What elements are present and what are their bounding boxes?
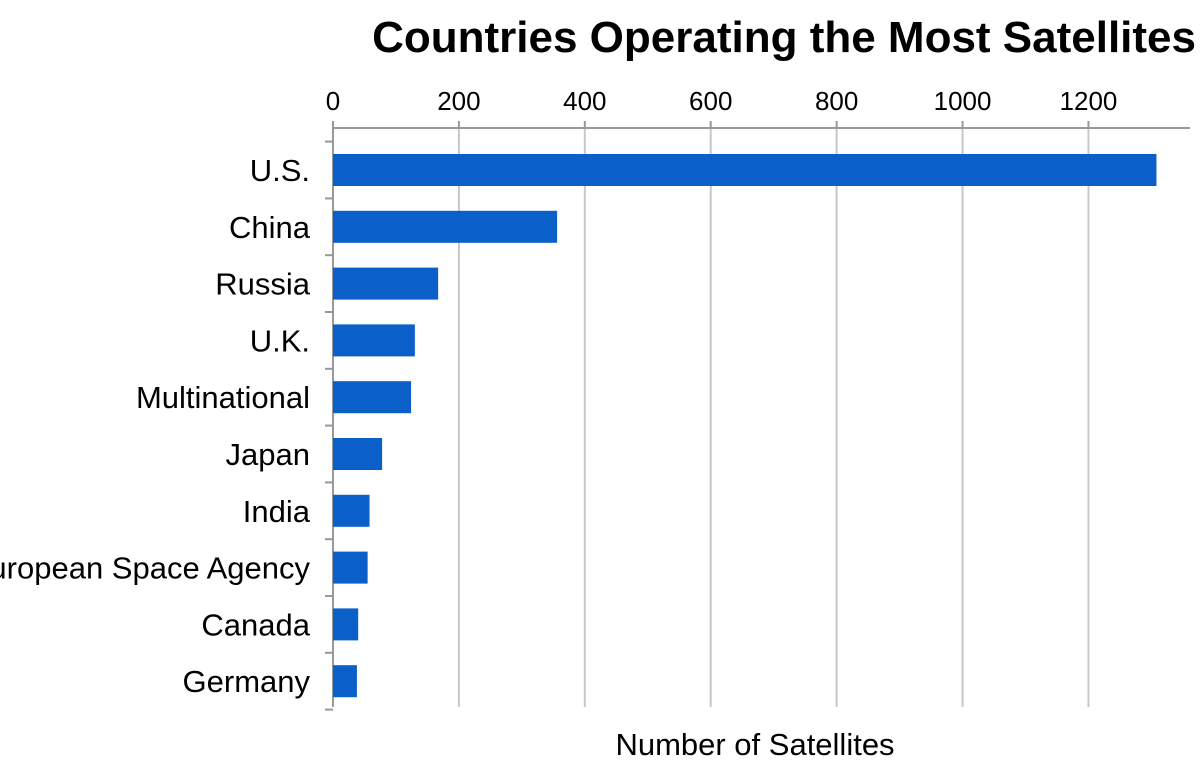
category-label: U.S.	[250, 153, 310, 188]
bars	[333, 154, 1157, 698]
category-label: Japan	[226, 437, 310, 472]
category-label: Multinational	[136, 380, 310, 415]
category-label: China	[229, 210, 311, 245]
bar	[333, 381, 412, 414]
category-label: Canada	[201, 607, 310, 642]
bar	[333, 267, 439, 300]
x-tick-label: 1000	[934, 86, 992, 116]
bar	[333, 154, 1157, 186]
category-label: Russia	[215, 267, 311, 302]
x-tick-label: 200	[437, 86, 480, 116]
x-axis-label: Number of Satellites	[615, 727, 894, 762]
x-tick-labels: 0 200 400 600 800 1000 1200	[326, 86, 1118, 116]
x-tick-label: 1200	[1060, 86, 1118, 116]
category-label: India	[243, 494, 311, 529]
chart-title: Countries Operating the Most Satellites	[372, 13, 1196, 62]
axes	[325, 121, 1190, 711]
category-labels: U.S. China Russia U.K. Multinational Japan Ind…	[0, 153, 311, 699]
x-tick-label: 800	[815, 86, 858, 116]
category-label: U.K.	[250, 323, 310, 358]
x-tick-label: 0	[326, 86, 340, 116]
x-tick-label: 400	[563, 86, 606, 116]
category-label: European Space Agency	[0, 551, 310, 586]
bar	[333, 665, 357, 698]
bar	[333, 210, 558, 243]
bar	[333, 438, 383, 470]
bar	[333, 551, 368, 584]
category-label: Germany	[183, 664, 311, 699]
bar	[333, 608, 359, 641]
grid-lines	[457, 128, 1090, 707]
bar	[333, 324, 415, 357]
bar	[333, 494, 370, 527]
x-tick-label: 600	[689, 86, 732, 116]
